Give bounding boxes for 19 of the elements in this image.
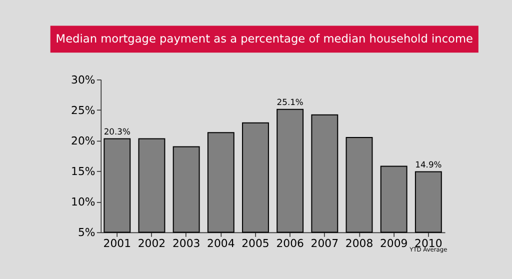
x-tick-label: 2005 <box>242 236 270 250</box>
chart-title: Median mortgage payment as a percentage of median household income <box>56 32 474 46</box>
data-label: 25.1% <box>276 97 304 108</box>
x-tick-label: 2006 <box>276 236 304 250</box>
y-tick-label: 15% <box>71 164 96 178</box>
data-label: 20.3% <box>104 126 130 137</box>
y-tick-label: 10% <box>71 195 96 208</box>
y-tick-label: 25% <box>71 104 96 117</box>
y-tick-label: 20% <box>71 134 96 148</box>
x-tick-label: 2004 <box>207 236 235 250</box>
y-tick-label: 5% <box>78 226 96 240</box>
y-tick-label: 30% <box>71 73 96 86</box>
x-tick-label: 2002 <box>138 236 166 250</box>
x-tick-label: 2008 <box>345 236 374 250</box>
x-tick-label: 2007 <box>310 236 339 250</box>
data-label: 14.9% <box>415 160 442 170</box>
x-tick-label: 2001 <box>103 236 132 250</box>
x-tick-label: 2009 <box>380 236 408 250</box>
x-tick-label: 2003 <box>172 236 200 250</box>
